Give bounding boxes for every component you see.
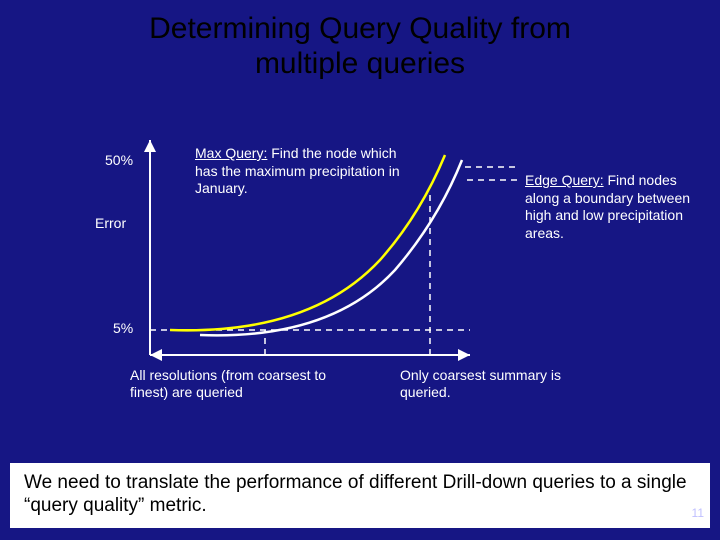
- y-tick-50: 50%: [105, 152, 133, 170]
- edge-query-annotation: Edge Query: Find nodes along a boundary …: [525, 172, 705, 242]
- title-line-1: Determining Query Quality from: [149, 12, 571, 45]
- edge-query-head: Edge Query:: [525, 172, 604, 188]
- page-number: 11: [692, 506, 704, 520]
- bottom-summary: We need to translate the performance of …: [10, 463, 710, 529]
- x-label-left: All resolutions (from coarsest to finest…: [130, 367, 350, 401]
- title-line-2: multiple queries: [255, 47, 465, 80]
- x-label-right: Only coarsest summary is queried.: [400, 367, 580, 401]
- slide-title: Determining Query Quality from multiple …: [0, 0, 720, 81]
- y-axis-label: Error: [95, 215, 126, 233]
- max-query-head: Max Query:: [195, 145, 267, 161]
- y-tick-5: 5%: [113, 320, 133, 338]
- max-query-annotation: Max Query: Find the node which has the m…: [195, 145, 405, 198]
- chart-area: 50% 5% Error Max Query: Find the node wh…: [0, 130, 720, 390]
